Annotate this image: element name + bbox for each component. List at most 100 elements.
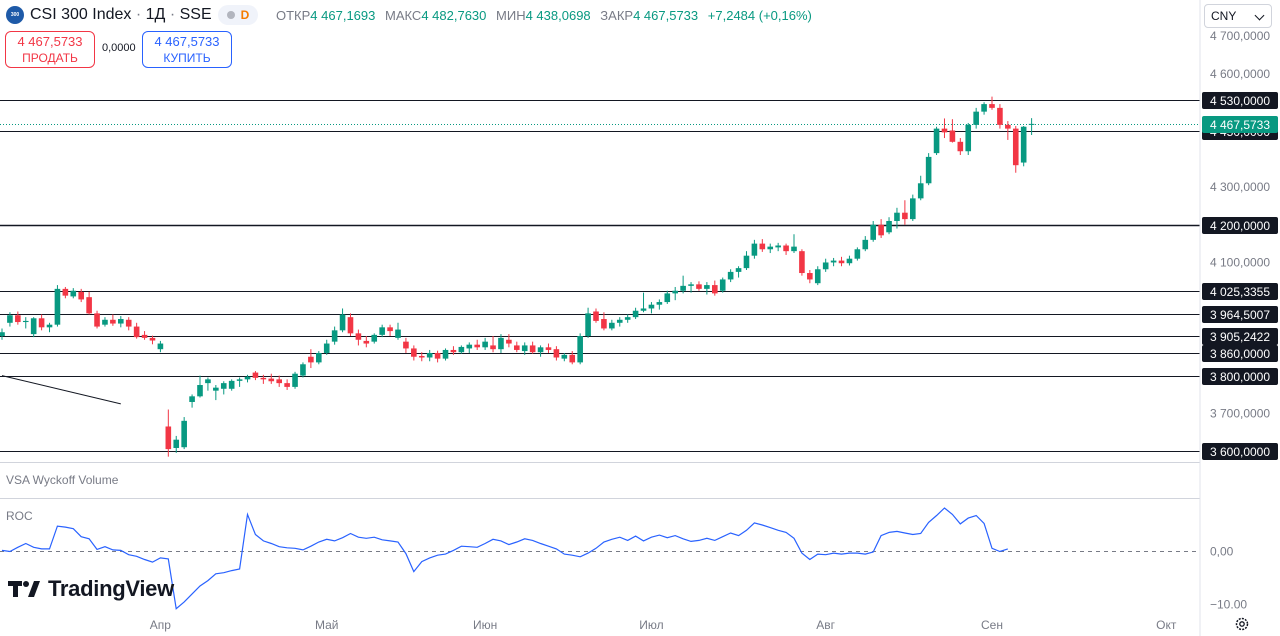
candle-body [735,268,742,272]
price-level-tag [1202,345,1278,362]
sell-button[interactable]: 4 467,5733 ПРОДАТЬ [5,31,95,68]
candle-body [529,345,536,353]
price-level-label: 4 530,0000 [1210,94,1270,108]
settings-gear-icon[interactable] [1234,616,1250,632]
candle-body [403,341,409,349]
candle-body [355,333,362,340]
candle-body [426,352,433,358]
candle-body [213,387,219,391]
candle-body [30,318,37,335]
candle-body [450,349,457,353]
time-axis-label: Сен [981,618,1003,632]
candle-body [252,372,259,378]
candle-body [640,308,647,311]
roc-indicator-title[interactable]: ROC [6,509,33,523]
symbol-logo[interactable]: 300 [6,6,24,24]
candle-body [70,290,77,297]
currency-select[interactable]: CNY [1204,4,1272,28]
candle-body [300,364,306,376]
roc-min-label: −10.00 [1210,598,1247,612]
candle-body [165,426,172,450]
candle-body [751,243,758,256]
price-level-tag [1202,217,1278,234]
candle-body [862,239,869,250]
price-level-tag [1202,306,1278,323]
horizontal-levels [0,100,1200,499]
candle-body [323,343,330,353]
candle-body [363,340,370,344]
candle-body [371,334,378,342]
candle-body [569,354,576,363]
symbol-title[interactable]: CSI 300 Index · 1Д · SSE [30,6,212,24]
market-status-pill[interactable]: D [218,5,258,25]
candle-body [292,373,298,387]
candle-body [268,378,275,382]
current-price-label: 4 467,5733 [1210,118,1270,132]
candle-body [228,380,235,389]
candle-body [442,349,449,359]
tradingview-logo-icon [8,581,40,597]
candle-body [822,262,829,270]
roc-zero-label: 0,00 [1210,545,1234,559]
buy-label: КУПИТЬ [163,50,211,65]
time-axis: Апр Май Июн Июл Авг Сен Окт [150,618,1177,632]
candle-body [553,349,560,358]
candle-body [379,327,385,335]
price-axis-tick: 4 700,0000 [1210,29,1270,43]
candle-body [1028,123,1035,125]
candle-body [807,273,813,280]
candle-body [38,318,45,328]
candle-body [141,334,148,338]
candle-body [418,355,425,358]
candle-body [387,327,393,332]
candle-body [672,290,678,294]
close-label: ЗАКР [600,8,634,23]
candle-body [902,212,908,220]
roc-line [1,507,1008,610]
candle-body [125,319,132,327]
candle-body [244,376,251,380]
candle-body [704,285,710,289]
candle-body [949,130,956,142]
candle-body [838,260,845,264]
candle-body [894,212,900,221]
candle-body [1020,126,1027,163]
time-axis-label: Апр [150,618,172,632]
candle-body [624,317,631,320]
price-axis-tick: 4 100,0000 [1210,255,1270,269]
candle-body [537,347,544,353]
buy-button[interactable]: 4 467,5733 КУПИТЬ [142,31,232,68]
candle-body [664,293,671,303]
price-level-label: 4 200,0000 [1210,219,1270,233]
volume-indicator-title[interactable]: VSA Wyckoff Volume [6,473,119,487]
candle-body [62,288,69,296]
candle-body [854,249,861,259]
candle-body [593,311,599,321]
price-axis-tick: 3 700,0000 [1210,406,1270,420]
candle-body [157,343,164,350]
candle-body [395,329,401,338]
candle-body [506,339,512,344]
candle-body [205,379,211,384]
candle-body [474,344,480,348]
candle-body [339,314,346,331]
price-level-label: 3 964,5007 [1210,308,1270,322]
candle-body [22,320,29,323]
price-axis-tick: 4 300,0000 [1210,180,1270,194]
symbol-logo-text: 300 [10,12,20,18]
candle-body [743,255,750,269]
candle-body [466,344,473,349]
candle-body [680,285,686,291]
change-value: +7,2484 (+0,16%) [707,8,812,23]
candle-body [458,346,465,353]
chevron-down-icon [1254,10,1265,21]
tradingview-logo[interactable]: TradingView [8,576,174,602]
candle-body [585,313,591,336]
candle-body [316,352,322,363]
candle-body [78,291,84,300]
buy-price: 4 467,5733 [154,33,220,49]
candle-body [545,347,552,350]
candle-body [910,198,916,220]
